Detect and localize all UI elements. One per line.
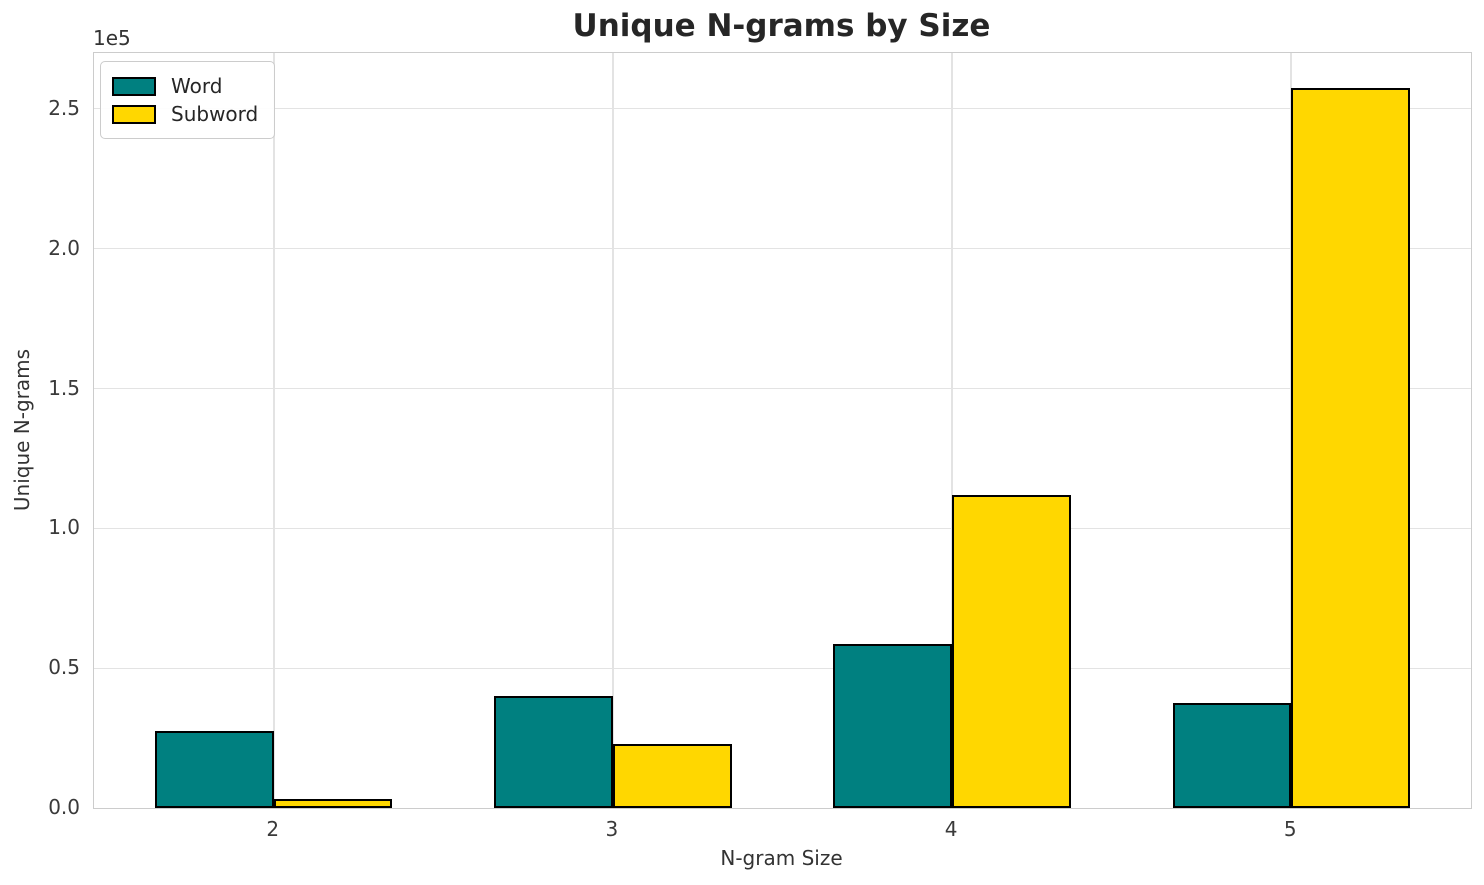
gridline-horizontal [94, 527, 1471, 529]
legend-label-subword: Subword [171, 102, 259, 126]
gridline-vertical [951, 53, 953, 808]
x-tick-label: 2 [266, 817, 280, 841]
y-tick-label: 2.5 [48, 95, 80, 120]
gridline-horizontal [94, 667, 1471, 669]
bar-subword-ngram-2 [273, 799, 393, 808]
gridline-vertical [612, 53, 614, 808]
gridline-horizontal [94, 388, 1471, 390]
x-tick-label: 5 [1283, 817, 1297, 841]
y-axis-offset-label: 1e5 [93, 26, 131, 50]
x-tick-label: 3 [605, 817, 619, 841]
bar-word-ngram-4 [833, 643, 953, 808]
y-tick-label: 2.0 [48, 235, 80, 260]
legend-item-word: Word [112, 73, 258, 99]
bar-subword-ngram-3 [612, 743, 732, 808]
bar-subword-ngram-5 [1291, 87, 1410, 808]
bar-word-ngram-3 [494, 696, 613, 808]
legend-swatch-subword [112, 104, 156, 124]
y-tick-label: 1.5 [48, 375, 80, 400]
y-tick-label: 0.0 [48, 795, 80, 819]
gridline-horizontal [94, 108, 1471, 110]
legend-label-word: Word [171, 74, 223, 98]
legend: Word Subword [100, 61, 276, 139]
legend-item-subword: Subword [112, 101, 258, 127]
gridline-horizontal [94, 248, 1471, 250]
y-tick-label: 0.5 [48, 655, 80, 680]
gridline-vertical [273, 53, 275, 808]
bar-word-ngram-2 [155, 731, 274, 808]
x-axis-label: N-gram Size [720, 846, 843, 870]
bar-subword-ngram-4 [952, 494, 1071, 808]
x-tick-label: 4 [944, 817, 958, 841]
bar-word-ngram-5 [1172, 703, 1292, 808]
plot-area [93, 52, 1472, 809]
legend-swatch-word [112, 76, 156, 96]
chart-title: Unique N-grams by Size [572, 8, 991, 44]
y-tick-label: 1.0 [48, 515, 80, 540]
